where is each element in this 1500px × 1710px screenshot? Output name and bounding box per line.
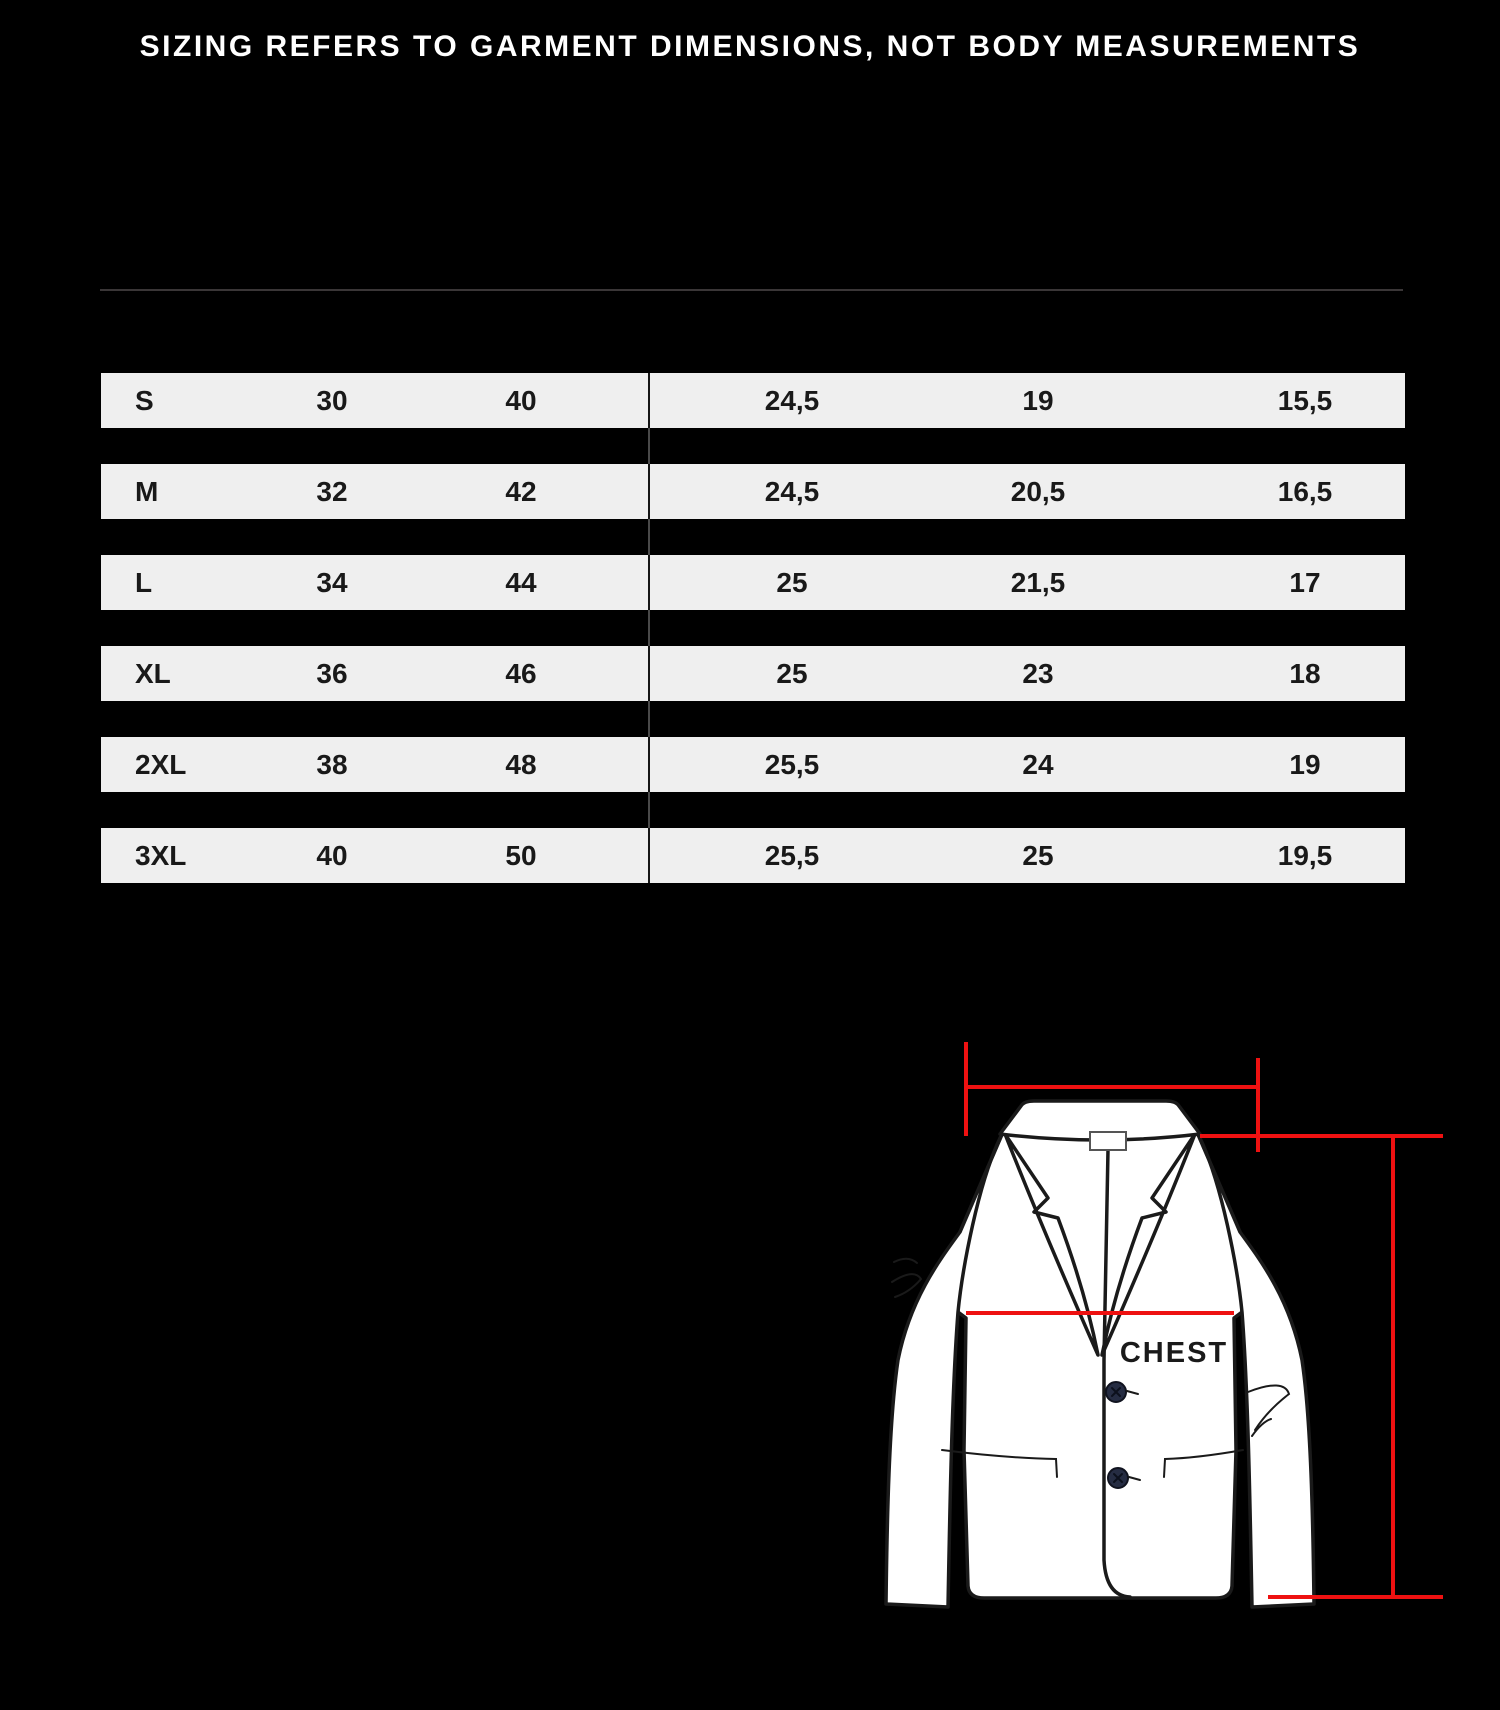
- table-row: XL 36 46 25 23 18: [101, 646, 1405, 701]
- page-title: SIZING REFERS TO GARMENT DIMENSIONS, NOT…: [139, 30, 1361, 63]
- jacket-left-sleeve: [884, 1130, 1005, 1609]
- section-divider: [100, 289, 1403, 291]
- value-cell: 25,5: [764, 749, 820, 780]
- value-cell: 20,5: [1010, 476, 1066, 507]
- value-cell: 18: [1289, 658, 1321, 689]
- jacket-button-bottom: [1107, 1467, 1141, 1489]
- brand-label: [1089, 1131, 1127, 1151]
- table-row: S 30 40 24,5 19 15,5: [101, 373, 1405, 428]
- size-cell: M: [135, 476, 159, 507]
- value-cell: 24,5: [764, 476, 820, 507]
- size-chart-table: S 30 40 24,5 19 15,5 M 32 42 24,5 20,5 16,5 L 34 44 25 2…: [101, 373, 1405, 883]
- value-cell: 42: [505, 476, 537, 507]
- size-cell: 3XL: [135, 840, 187, 871]
- value-cell: 25: [776, 658, 808, 689]
- value-cell: 24,5: [764, 385, 820, 416]
- value-cell: 34: [316, 567, 348, 598]
- value-cell: 50: [505, 840, 537, 871]
- jacket-right-sleeve: [1195, 1130, 1316, 1609]
- table-row: 3XL 40 50 25,5 25 19,5: [101, 828, 1405, 883]
- value-cell: 19: [1022, 385, 1054, 416]
- value-cell: 36: [316, 658, 348, 689]
- value-cell: 25: [776, 567, 808, 598]
- value-cell: 19: [1289, 749, 1321, 780]
- jacket-left-lapel: [1003, 1132, 1100, 1357]
- size-cell: 2XL: [135, 749, 187, 780]
- right-sleeve-wrinkle: [1247, 1384, 1291, 1437]
- value-cell: 30: [316, 385, 348, 416]
- jacket-collar: [998, 1099, 1202, 1142]
- jacket-right-lapel: [1100, 1132, 1197, 1357]
- value-cell: 24: [1022, 749, 1054, 780]
- value-cell: 25,5: [764, 840, 820, 871]
- jacket-button-top: [1105, 1381, 1139, 1403]
- size-cell: XL: [135, 658, 171, 689]
- jacket-front-edge-line: [1102, 1148, 1132, 1599]
- value-cell: 21,5: [1010, 567, 1066, 598]
- chest-label: CHEST: [1120, 1337, 1228, 1369]
- size-cell: L: [135, 567, 153, 598]
- table-column-divider: [648, 373, 650, 883]
- right-pocket-line: [1163, 1449, 1244, 1478]
- value-cell: 23: [1022, 658, 1054, 689]
- left-pocket-line: [941, 1449, 1058, 1478]
- left-sleeve-wrinkle: [891, 1257, 923, 1298]
- value-cell: 44: [505, 567, 537, 598]
- value-cell: 38: [316, 749, 348, 780]
- table-row: L 34 44 25 21,5 17: [101, 555, 1405, 610]
- garment-diagram: CHEST: [884, 1042, 1443, 1609]
- table-row: M 32 42 24,5 20,5 16,5: [101, 464, 1405, 519]
- value-cell: 40: [505, 385, 537, 416]
- value-cell: 48: [505, 749, 537, 780]
- value-cell: 15,5: [1277, 385, 1333, 416]
- table-row: 2XL 38 48 25,5 24 19: [101, 737, 1405, 792]
- value-cell: 25: [1022, 840, 1054, 871]
- value-cell: 46: [505, 658, 537, 689]
- size-cell: S: [135, 385, 154, 416]
- value-cell: 40: [316, 840, 348, 871]
- value-cell: 16,5: [1277, 476, 1333, 507]
- value-cell: 32: [316, 476, 348, 507]
- value-cell: 19,5: [1277, 840, 1333, 871]
- value-cell: 17: [1289, 567, 1321, 598]
